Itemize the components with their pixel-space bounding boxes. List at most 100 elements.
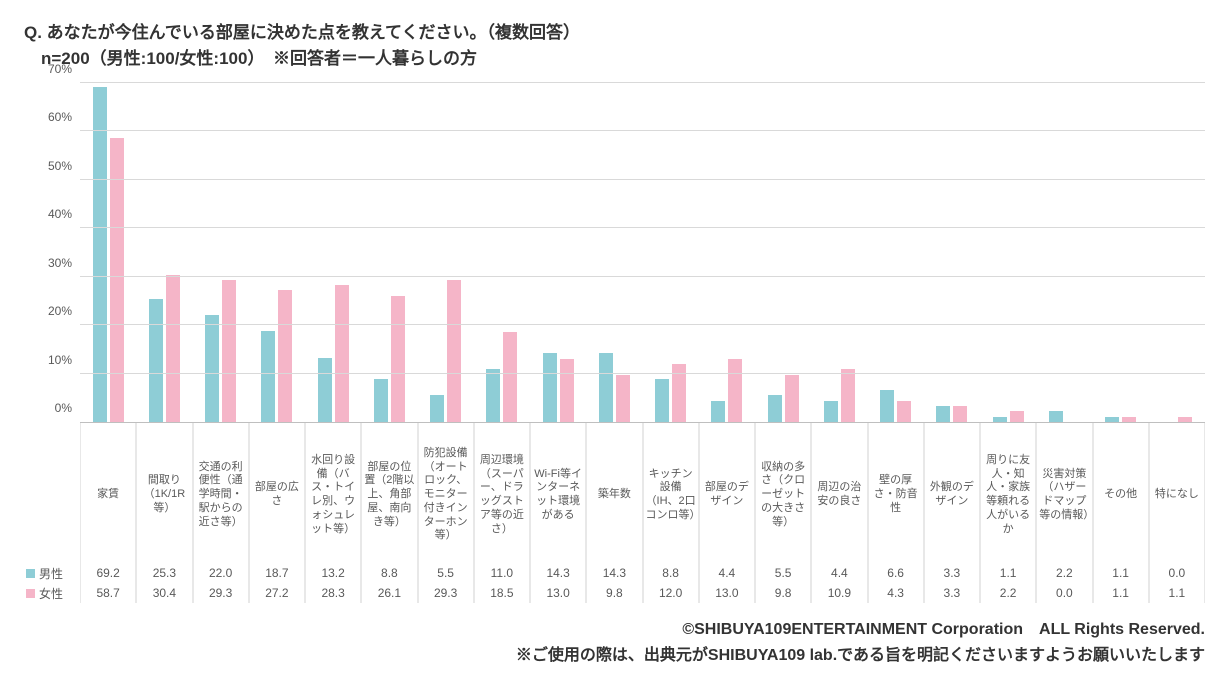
category-group bbox=[418, 83, 474, 422]
category-group bbox=[193, 83, 249, 422]
grid-line bbox=[80, 373, 1205, 374]
category-labels-row: 家賃間取り（1K/1R等）交通の利便性（通学時間・駅からの近さ等）部屋の広さ水回… bbox=[80, 423, 1205, 563]
category-label: 壁の厚さ・防音性 bbox=[868, 423, 924, 563]
category-group bbox=[1093, 83, 1149, 422]
male-bar bbox=[824, 401, 838, 422]
data-table-cell: 9.8 bbox=[586, 583, 642, 603]
category-label: 家賃 bbox=[80, 423, 136, 563]
female-bar bbox=[728, 359, 742, 422]
data-table-cell: 6.6 bbox=[868, 563, 924, 583]
category-group bbox=[924, 83, 980, 422]
category-group bbox=[1149, 83, 1205, 422]
plot-area: 0%10%20%30%40%50%60%70% bbox=[80, 83, 1205, 423]
grid-line bbox=[80, 82, 1205, 83]
y-axis-label: 0% bbox=[32, 401, 72, 415]
bar-chart: 0%10%20%30%40%50%60%70% 家賃間取り（1K/1R等）交通の… bbox=[24, 83, 1205, 603]
legend-swatch bbox=[26, 589, 35, 598]
data-table-cell: 9.8 bbox=[755, 583, 811, 603]
female-bar bbox=[110, 138, 124, 422]
male-bar bbox=[1105, 417, 1119, 422]
category-group bbox=[474, 83, 530, 422]
category-group bbox=[249, 83, 305, 422]
data-table-cell: 4.4 bbox=[811, 563, 867, 583]
male-bar bbox=[711, 401, 725, 422]
category-group bbox=[980, 83, 1036, 422]
male-bar bbox=[374, 379, 388, 422]
data-table-cell: 18.5 bbox=[474, 583, 530, 603]
y-axis-label: 20% bbox=[32, 304, 72, 318]
bars-container bbox=[80, 83, 1205, 422]
data-table-cell: 4.4 bbox=[699, 563, 755, 583]
female-bar bbox=[166, 275, 180, 422]
category-group bbox=[1036, 83, 1092, 422]
data-table-cells: 69.225.322.018.713.28.85.511.014.314.38.… bbox=[80, 563, 1205, 583]
data-table-row-male: 男性69.225.322.018.713.28.85.511.014.314.3… bbox=[24, 563, 1205, 583]
data-table-cell: 13.2 bbox=[305, 563, 361, 583]
female-bar bbox=[841, 369, 855, 422]
category-label: 特になし bbox=[1149, 423, 1205, 563]
category-label: 外観のデザイン bbox=[924, 423, 980, 563]
female-bar bbox=[503, 332, 517, 422]
male-bar bbox=[655, 379, 669, 422]
category-group bbox=[80, 83, 136, 422]
female-bar bbox=[1178, 417, 1192, 422]
data-table-cell: 2.2 bbox=[1036, 563, 1092, 583]
data-table-cell: 11.0 bbox=[474, 563, 530, 583]
data-table-row-female: 女性58.730.429.327.228.326.129.318.513.09.… bbox=[24, 583, 1205, 603]
y-axis-label: 50% bbox=[32, 159, 72, 173]
category-label: 部屋のデザイン bbox=[699, 423, 755, 563]
grid-line bbox=[80, 227, 1205, 228]
data-table-cell: 8.8 bbox=[361, 563, 417, 583]
data-table-cell: 14.3 bbox=[586, 563, 642, 583]
category-group bbox=[755, 83, 811, 422]
male-bar bbox=[205, 315, 219, 422]
data-table-cell: 12.0 bbox=[643, 583, 699, 603]
male-bar bbox=[768, 395, 782, 422]
category-label: 防犯設備（オートロック、モニター付きインターホン等） bbox=[418, 423, 474, 563]
y-axis-label: 70% bbox=[32, 62, 72, 76]
category-group bbox=[136, 83, 192, 422]
male-bar bbox=[543, 353, 557, 422]
category-label: 部屋の広さ bbox=[249, 423, 305, 563]
category-group bbox=[868, 83, 924, 422]
data-table-cell: 29.3 bbox=[418, 583, 474, 603]
data-table-cell: 4.3 bbox=[868, 583, 924, 603]
data-table-cell: 25.3 bbox=[136, 563, 192, 583]
category-label: 築年数 bbox=[586, 423, 642, 563]
female-bar bbox=[616, 375, 630, 422]
male-bar bbox=[599, 353, 613, 422]
data-table-cell: 69.2 bbox=[80, 563, 136, 583]
y-axis-label: 10% bbox=[32, 353, 72, 367]
data-table-cell: 8.8 bbox=[643, 563, 699, 583]
female-bar bbox=[278, 290, 292, 422]
category-group bbox=[361, 83, 417, 422]
category-label: 部屋の位置（2階以上、角部屋、南向き等） bbox=[361, 423, 417, 563]
female-bar bbox=[447, 280, 461, 422]
data-table-cell: 29.3 bbox=[193, 583, 249, 603]
data-table-cell: 10.9 bbox=[811, 583, 867, 603]
y-axis-label: 30% bbox=[32, 256, 72, 270]
category-group bbox=[530, 83, 586, 422]
category-group bbox=[811, 83, 867, 422]
data-table-cell: 0.0 bbox=[1036, 583, 1092, 603]
female-bar bbox=[953, 406, 967, 422]
legend-swatch bbox=[26, 569, 35, 578]
data-table-cell: 22.0 bbox=[193, 563, 249, 583]
category-group bbox=[699, 83, 755, 422]
female-bar bbox=[560, 359, 574, 422]
category-label: 災害対策（ハザードマップ等の情報） bbox=[1036, 423, 1092, 563]
female-bar bbox=[222, 280, 236, 422]
male-bar bbox=[486, 369, 500, 422]
category-group bbox=[305, 83, 361, 422]
male-bar bbox=[318, 358, 332, 422]
male-bar bbox=[993, 417, 1007, 422]
male-bar bbox=[880, 390, 894, 422]
category-group bbox=[586, 83, 642, 422]
footer: ©SHIBUYA109ENTERTAINMENT Corporation ALL… bbox=[24, 617, 1205, 668]
category-label: 周辺の治安の良さ bbox=[811, 423, 867, 563]
male-bar bbox=[149, 299, 163, 422]
title-line-2: n=200（男性:100/女性:100） ※回答者＝一人暮らしの方 bbox=[24, 46, 1205, 72]
male-bar bbox=[430, 395, 444, 422]
grid-line bbox=[80, 276, 1205, 277]
copyright-text: ©SHIBUYA109ENTERTAINMENT Corporation ALL… bbox=[24, 617, 1205, 643]
